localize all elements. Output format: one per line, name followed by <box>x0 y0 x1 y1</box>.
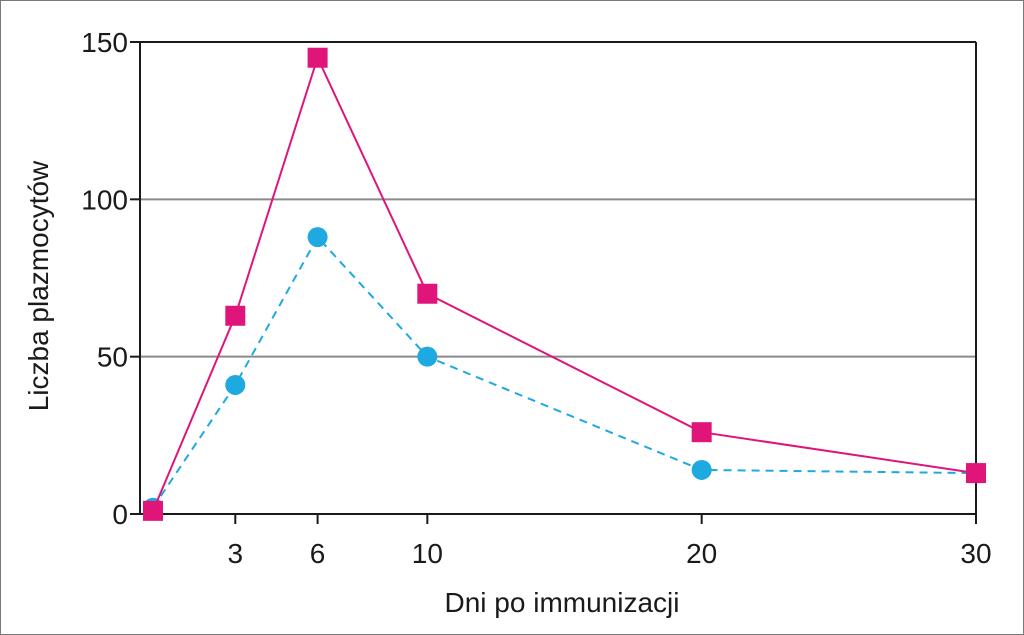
series-0-point-4 <box>691 422 712 443</box>
series-0-point-3 <box>417 283 438 304</box>
series-1-line <box>152 235 977 509</box>
x-tick-label-3: 3 <box>228 538 244 569</box>
y-axis-title: Liczba plazmocytów <box>23 160 54 411</box>
series-1-point-4 <box>691 459 712 480</box>
series-0-line <box>152 54 977 512</box>
series-1-point-1 <box>225 374 246 395</box>
series-0-point-0 <box>143 500 163 521</box>
x-tick-label-10: 10 <box>412 538 443 569</box>
tick-labels: 0 50 100 150 3 6 10 20 30 <box>81 27 991 569</box>
grid-lines <box>140 198 976 358</box>
series-0-point-5 <box>966 463 986 484</box>
x-tick-label-30: 30 <box>960 538 991 569</box>
x-axis-title: Dni po immunizacji <box>445 587 680 618</box>
y-tick-label-0: 0 <box>112 499 128 530</box>
x-tick-label-6: 6 <box>310 538 326 569</box>
y-tick-label-100: 100 <box>81 184 128 215</box>
y-tick-label-50: 50 <box>97 342 128 373</box>
series-0-point-1 <box>225 305 246 326</box>
series-group <box>143 47 986 521</box>
series-1-point-3 <box>417 346 438 367</box>
x-tick-label-20: 20 <box>686 538 717 569</box>
y-tick-label-150: 150 <box>81 27 128 58</box>
series-1-point-2 <box>307 227 328 248</box>
series-0-point-2 <box>307 47 328 68</box>
axes <box>130 41 977 524</box>
